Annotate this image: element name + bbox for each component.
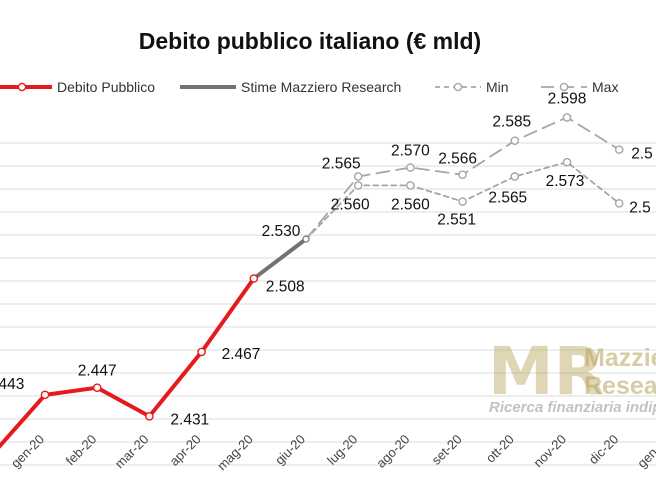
data-label: 2.447: [78, 363, 117, 380]
data-label: 2.585: [492, 114, 531, 131]
legend-item: Debito Pubblico: [0, 79, 155, 95]
data-point: [510, 172, 520, 181]
legend: Debito Pubblico Stime Mazziero Research Mi…: [0, 79, 618, 95]
legend-item: Min: [435, 79, 509, 95]
x-tick-label: lug-20: [324, 432, 360, 468]
data-point: [249, 274, 259, 283]
legend-label: Stime Mazziero Research: [241, 79, 401, 95]
x-tick-label: feb-20: [63, 432, 100, 469]
x-tick-label: ott-20: [483, 432, 517, 466]
data-point: [302, 235, 310, 243]
data-label: 2.565: [488, 189, 527, 206]
data-point: [458, 197, 467, 206]
legend-marker: [17, 82, 27, 92]
x-axis: gen-20 feb-20 mar-20 apr-20 mag-20 giu-20 lug-…: [8, 432, 656, 474]
legend-marker: [559, 82, 569, 92]
data-label: 2.570: [391, 143, 430, 160]
data-label: 2.560: [331, 196, 370, 213]
series-line-stime-mazziero-research: [251, 237, 308, 281]
data-labels: 2.4102.4432.4472.4312.4672.5082.5302.560…: [0, 90, 653, 428]
x-tick-label: nov-20: [530, 432, 569, 471]
watermark-word-2: Resea: [584, 372, 656, 400]
gridlines: [0, 142, 656, 466]
watermark-word-1: Mazzie: [584, 344, 656, 372]
data-point: [562, 113, 572, 122]
x-tick-label: set-20: [429, 432, 465, 468]
data-label: 2.5: [629, 199, 651, 216]
x-tick-label: mag-20: [214, 432, 256, 474]
data-label: 2.431: [170, 411, 209, 428]
chart-title: Debito pubblico italiano (€ mld): [139, 28, 481, 54]
series-layer: [0, 113, 624, 449]
data-label: 2.598: [548, 90, 587, 107]
watermark-logo: MR Mazzie Resea Ricerca finanziaria indi…: [488, 333, 656, 416]
watermark-subtitle: Ricerca finanziaria indipe: [489, 399, 656, 416]
x-tick-label: giu-20: [272, 432, 308, 468]
legend-marker: [453, 82, 463, 92]
x-tick-label: dic-20: [586, 432, 622, 468]
data-label: 2.443: [0, 376, 24, 393]
data-label: 2.530: [262, 223, 301, 240]
data-point: [92, 383, 102, 392]
data-point: [353, 172, 363, 181]
data-point: [510, 136, 520, 145]
data-label: 2.467: [222, 346, 261, 363]
data-point: [197, 347, 206, 357]
data-label: 2.565: [322, 155, 361, 172]
data-label: 2.5: [631, 146, 653, 163]
data-point: [40, 390, 50, 400]
data-label: 2.573: [546, 173, 585, 190]
data-point: [614, 145, 624, 154]
watermark-letters: MR: [488, 333, 605, 410]
x-tick-label: apr-20: [167, 432, 204, 469]
data-point: [406, 181, 415, 190]
legend-label: Max: [592, 79, 618, 95]
legend-label: Debito Pubblico: [57, 79, 155, 95]
legend-item: Stime Mazziero Research: [180, 79, 401, 95]
data-point: [562, 157, 572, 167]
data-point: [458, 170, 467, 179]
data-point: [145, 412, 154, 421]
data-point: [406, 163, 415, 172]
legend-label: Min: [486, 79, 509, 95]
data-label: 2.560: [391, 196, 430, 213]
data-label: 2.566: [438, 151, 477, 168]
legend-item: Max: [541, 79, 618, 95]
data-point: [353, 181, 363, 190]
data-label: 2.508: [266, 279, 305, 296]
data-point: [614, 199, 624, 208]
data-label: 2.551: [437, 212, 476, 229]
series-line-debito-pubblico: [0, 276, 256, 449]
